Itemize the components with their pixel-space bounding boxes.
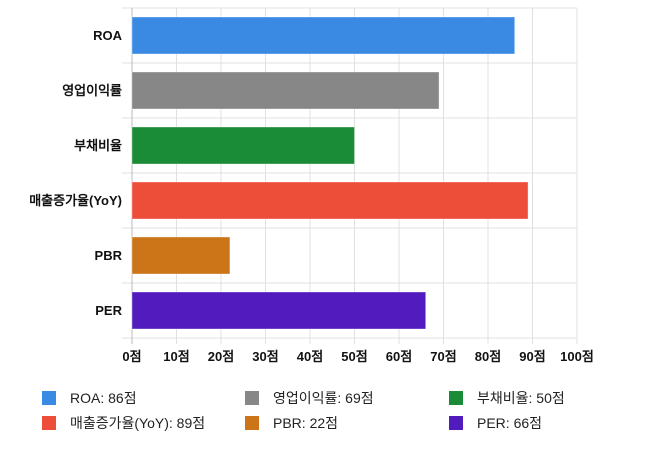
legend-swatch bbox=[449, 391, 463, 405]
legend-label: PER: 66점 bbox=[477, 415, 543, 431]
bar-3 bbox=[131, 181, 529, 220]
legend-label: 영업이익률: 69점 bbox=[273, 390, 374, 406]
bar-1 bbox=[131, 71, 440, 110]
legend-swatch bbox=[245, 391, 259, 405]
legend-item[interactable]: ROA: 86점 bbox=[42, 388, 137, 408]
x-tick-label: 50점 bbox=[341, 349, 367, 364]
legend-item[interactable]: PBR: 22점 bbox=[245, 413, 338, 433]
category-label: ROA bbox=[93, 28, 123, 43]
bar-0 bbox=[131, 16, 516, 55]
legend-item[interactable]: 부채비율: 50점 bbox=[449, 388, 565, 408]
legend-label: ROA: 86점 bbox=[70, 390, 137, 406]
x-tick-label: 30점 bbox=[252, 349, 278, 364]
category-label: 영업이익률 bbox=[62, 83, 122, 98]
bar-5 bbox=[131, 291, 427, 330]
bar-2 bbox=[131, 126, 355, 165]
bar-4 bbox=[131, 236, 231, 275]
x-tick-label: 70점 bbox=[430, 349, 456, 364]
x-tick-label: 60점 bbox=[386, 349, 412, 364]
legend-swatch bbox=[42, 391, 56, 405]
legend-swatch bbox=[245, 416, 259, 430]
x-tick-label: 0점 bbox=[122, 349, 141, 364]
x-tick-label: 10점 bbox=[163, 349, 189, 364]
x-tick-label: 20점 bbox=[208, 349, 234, 364]
legend-item[interactable]: PER: 66점 bbox=[449, 413, 542, 433]
legend-label: 매출증가율(YoY): 89점 bbox=[70, 415, 206, 431]
legend-swatch bbox=[42, 416, 56, 430]
bar-chart: 0점 10점 20점 30점 40점 50점 60점 70점 80점 90점 100점 ROA 영업이익… bbox=[29, 7, 594, 364]
legend-item[interactable]: 영업이익률: 69점 bbox=[245, 388, 374, 408]
x-tick-label: 100점 bbox=[560, 349, 594, 364]
legend-label: PBR: 22점 bbox=[273, 415, 339, 431]
x-tick-label: 40점 bbox=[297, 349, 323, 364]
category-label: PBR bbox=[95, 248, 123, 263]
legend-label: 부채비율: 50점 bbox=[477, 390, 565, 406]
category-label: 매출증가율(YoY) bbox=[29, 193, 122, 208]
x-tick-label: 90점 bbox=[519, 349, 545, 364]
legend-item[interactable]: 매출증가율(YoY): 89점 bbox=[42, 413, 205, 433]
category-label: 부채비율 bbox=[74, 138, 122, 153]
category-label: PER bbox=[95, 303, 122, 318]
x-tick-label: 80점 bbox=[475, 349, 501, 364]
legend-swatch bbox=[449, 416, 463, 430]
